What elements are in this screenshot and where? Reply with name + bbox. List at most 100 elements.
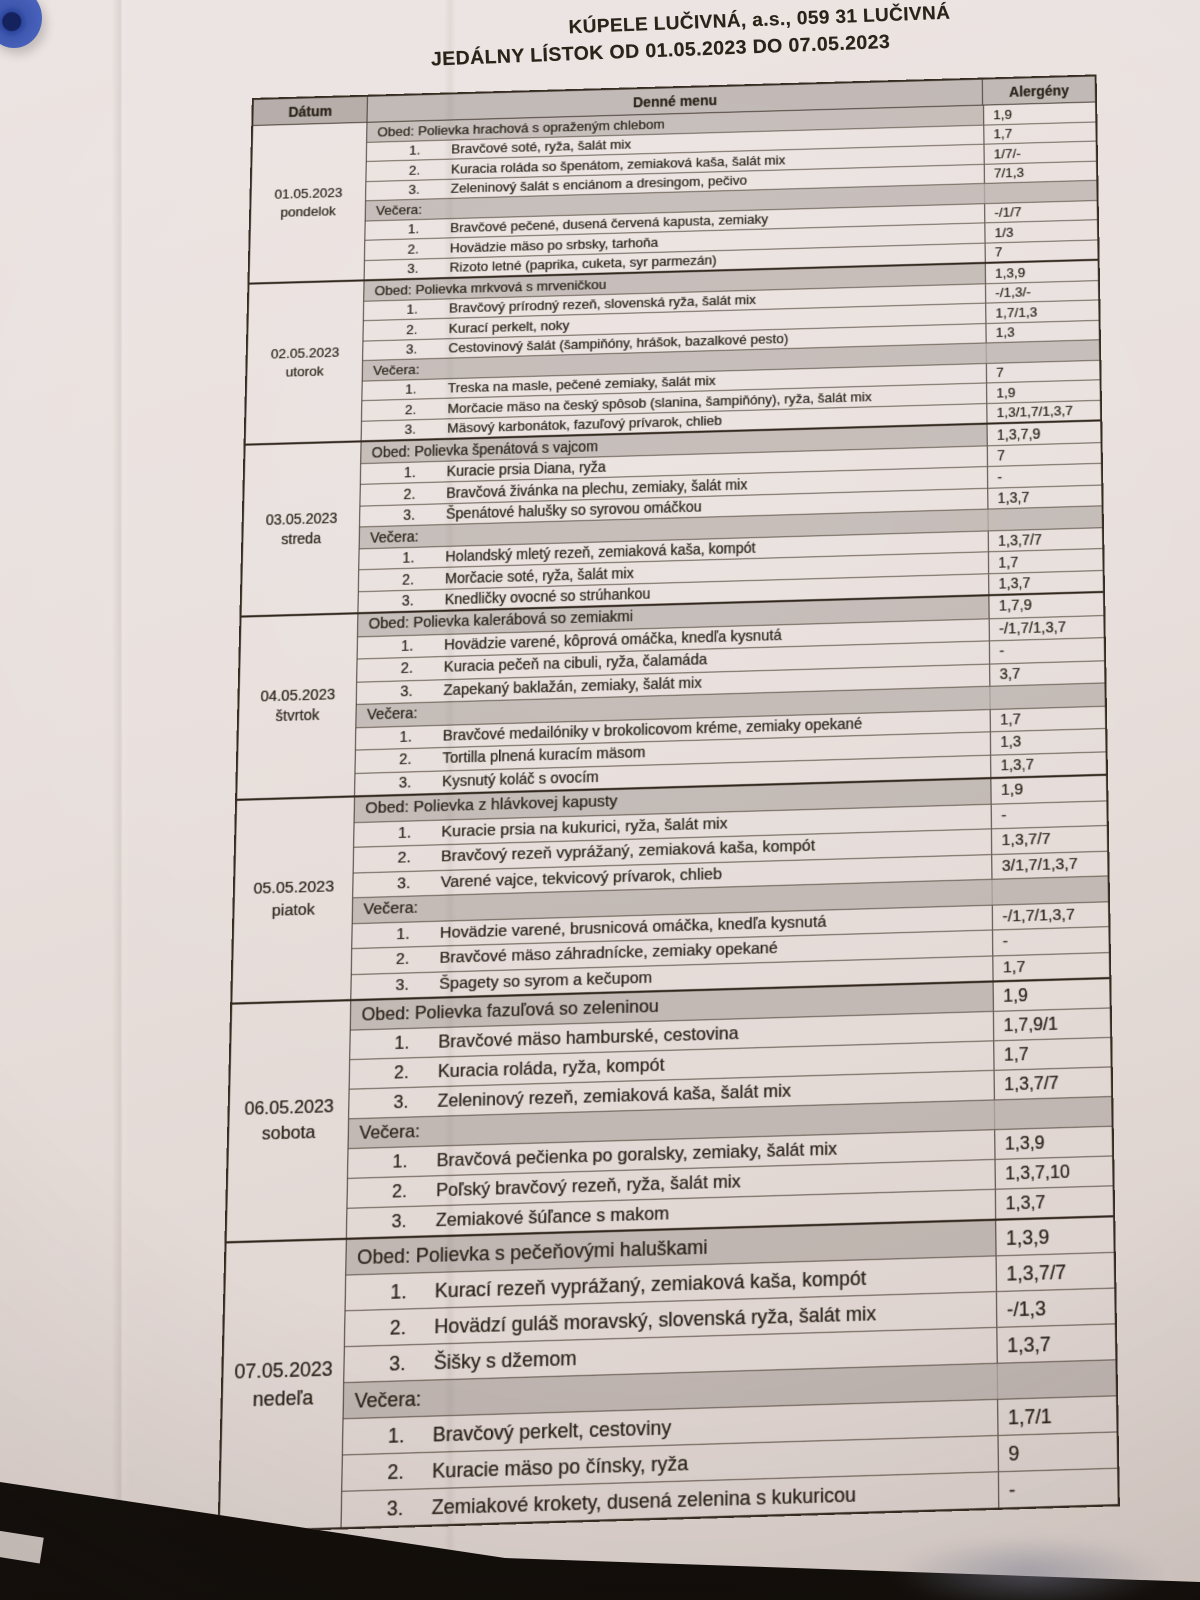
allergen-value: 1,7 <box>993 126 1013 142</box>
dish-name: Kuracia roláda, ryža, kompót <box>437 1054 665 1082</box>
date-value: 02.05.2023 <box>270 344 340 362</box>
allergen-value: 1,3,7 <box>1000 756 1034 775</box>
allergen-cell: 1,3/1,7/1,3,7 <box>986 400 1101 423</box>
allergen-cell: 1,7 <box>992 952 1110 981</box>
allergen-cell: 1,3,7,10 <box>994 1156 1113 1189</box>
dish-name: Šišky s džemom <box>433 1345 577 1374</box>
item-number: 2. <box>400 660 414 678</box>
weekday-label: utorok <box>285 363 324 380</box>
item-number: 3. <box>401 591 414 610</box>
allergen-value: - <box>1008 1476 1016 1502</box>
day-block: 05.05.2023 piatok Obed: Polievka z hlávk… <box>232 773 1110 1003</box>
allergen-value: 9 <box>1008 1440 1020 1465</box>
allergen-value: 1,7,9 <box>998 597 1032 616</box>
day-rows: Obed: Polievka fazuľová so zeleninou 1,9… <box>346 979 1114 1238</box>
item-number: 3. <box>393 1091 409 1113</box>
weekday-label: sobota <box>261 1121 316 1144</box>
meal-label: Večera: <box>363 898 419 919</box>
allergen-cell: -/1,7/1,3,7 <box>991 901 1109 930</box>
date-cell: 06.05.2023 sobota <box>226 1001 352 1242</box>
date-cell: 07.05.2023 nedeľa <box>219 1239 347 1531</box>
background-object <box>890 1536 1170 1600</box>
allergen-cell: - <box>990 800 1107 829</box>
allergen-value: 1,3,9 <box>1005 1224 1050 1249</box>
day-block: 06.05.2023 sobota Obed: Polievka fazuľov… <box>226 977 1114 1242</box>
item-number: 2. <box>393 1061 409 1083</box>
allergen-cell: 1,9 <box>990 775 1107 804</box>
item-number: 1. <box>405 381 417 398</box>
allergen-value: - <box>1002 932 1009 952</box>
date-value: 03.05.2023 <box>265 509 338 529</box>
dish-name: Kuracie prsia Diana, ryža <box>446 458 606 480</box>
allergen-value: 7 <box>996 364 1004 381</box>
item-number: 3. <box>400 683 413 701</box>
item-number: 1. <box>402 549 415 567</box>
day-rows: Obed: Polievka špenátová s vajcom 1,3,7,… <box>358 421 1103 613</box>
item-number: 3. <box>388 1350 406 1375</box>
item-number: 1. <box>407 221 420 237</box>
allergen-value: 3/1,7/1,3,7 <box>1001 854 1078 875</box>
dish-name: Kurací perkelt, noky <box>448 317 570 336</box>
allergen-value: -/1,3/- <box>995 284 1031 301</box>
item-number: 2. <box>397 848 411 868</box>
allergen-value: 1,3,7 <box>1006 1331 1051 1357</box>
item-number: 2. <box>407 241 419 257</box>
item-number: 2. <box>401 570 415 588</box>
weekday-label: nedeľa <box>252 1385 314 1411</box>
date-value: 06.05.2023 <box>244 1095 334 1120</box>
meal-label: Večera: <box>359 1120 421 1144</box>
dish-name: Bravčový perkelt, cestoviny <box>432 1414 672 1446</box>
allergen-value: 1,7,9/1 <box>1003 1013 1058 1036</box>
paper-crease <box>112 0 130 1582</box>
item-number: 1. <box>387 1422 405 1447</box>
item-number: 1. <box>403 463 416 481</box>
allergen-cell: 7 <box>984 239 1098 262</box>
allergen-cell: 1,7,9/1 <box>992 1008 1111 1041</box>
dish-name: Kuracie mäso po čínsky, ryža <box>431 1450 689 1482</box>
allergen-value: 1,3,7 <box>1005 1191 1046 1214</box>
day-block: 07.05.2023 nedeľa Obed: Polievka s pečeň… <box>219 1215 1118 1531</box>
day-rows: Obed: Polievka s pečeňovými haluškami 1,… <box>341 1217 1118 1528</box>
item-number: 3. <box>391 1210 407 1232</box>
allergen-value: 1,9 <box>993 106 1013 123</box>
day-rows: Obed: Polievka kalerábová so zemiakmi 1,… <box>355 592 1106 796</box>
allergen-cell: - <box>997 1468 1118 1508</box>
date-cell: 03.05.2023 streda <box>241 442 362 616</box>
item-number: 1. <box>406 301 418 318</box>
header-allergens: Alergény <box>981 76 1096 105</box>
weekday-label: štvrtok <box>275 707 320 726</box>
allergen-value: 1,3 <box>995 324 1015 341</box>
allergen-value: 7 <box>996 447 1006 464</box>
allergen-value: 1,3,7/7 <box>1004 1072 1059 1095</box>
meal-label: Večera: <box>366 705 418 725</box>
allergen-cell: 1,3,9 <box>994 1126 1113 1159</box>
day-rows: Obed: Polievka z hlávkovej kapusty 1,9 1… <box>351 775 1110 1000</box>
allergen-cell: 9 <box>997 1432 1118 1472</box>
date-cell: 05.05.2023 piatok <box>232 797 356 1003</box>
item-number: 2. <box>387 1458 404 1484</box>
weekday-label: streda <box>281 529 322 548</box>
day-block: 03.05.2023 streda Obed: Polievka špenáto… <box>241 419 1103 616</box>
allergen-cell <box>993 1097 1112 1130</box>
allergen-value: -/1,3 <box>1006 1295 1046 1321</box>
dish-name: Zemiakové šúľance s makom <box>435 1202 669 1231</box>
allergen-cell: 1,3,7 <box>988 570 1103 595</box>
item-number: 3. <box>405 341 418 358</box>
item-number: 2. <box>403 485 416 503</box>
item-number: 3. <box>408 181 420 198</box>
allergen-value: 1,9 <box>996 384 1016 401</box>
item-number: 2. <box>408 162 421 178</box>
item-number: 2. <box>389 1314 407 1339</box>
allergen-value: 1,7 <box>999 711 1021 729</box>
allergen-cell: 1,3,7/7 <box>993 1067 1112 1100</box>
header-date: Dátum <box>253 96 368 125</box>
day-block: 04.05.2023 štvrtok Obed: Polievka kalerá… <box>237 590 1106 799</box>
allergen-value: 1,3,9 <box>1004 1132 1045 1155</box>
allergen-value: -/1/7 <box>994 204 1022 221</box>
allergen-value: 1,7 <box>1002 957 1026 977</box>
allergen-value: 1,3,7/7 <box>1006 1259 1067 1285</box>
allergen-value: 7 <box>994 244 1003 260</box>
item-number: 1. <box>400 637 414 655</box>
date-value: 07.05.2023 <box>234 1356 333 1384</box>
allergen-value: 1/3 <box>994 224 1014 241</box>
